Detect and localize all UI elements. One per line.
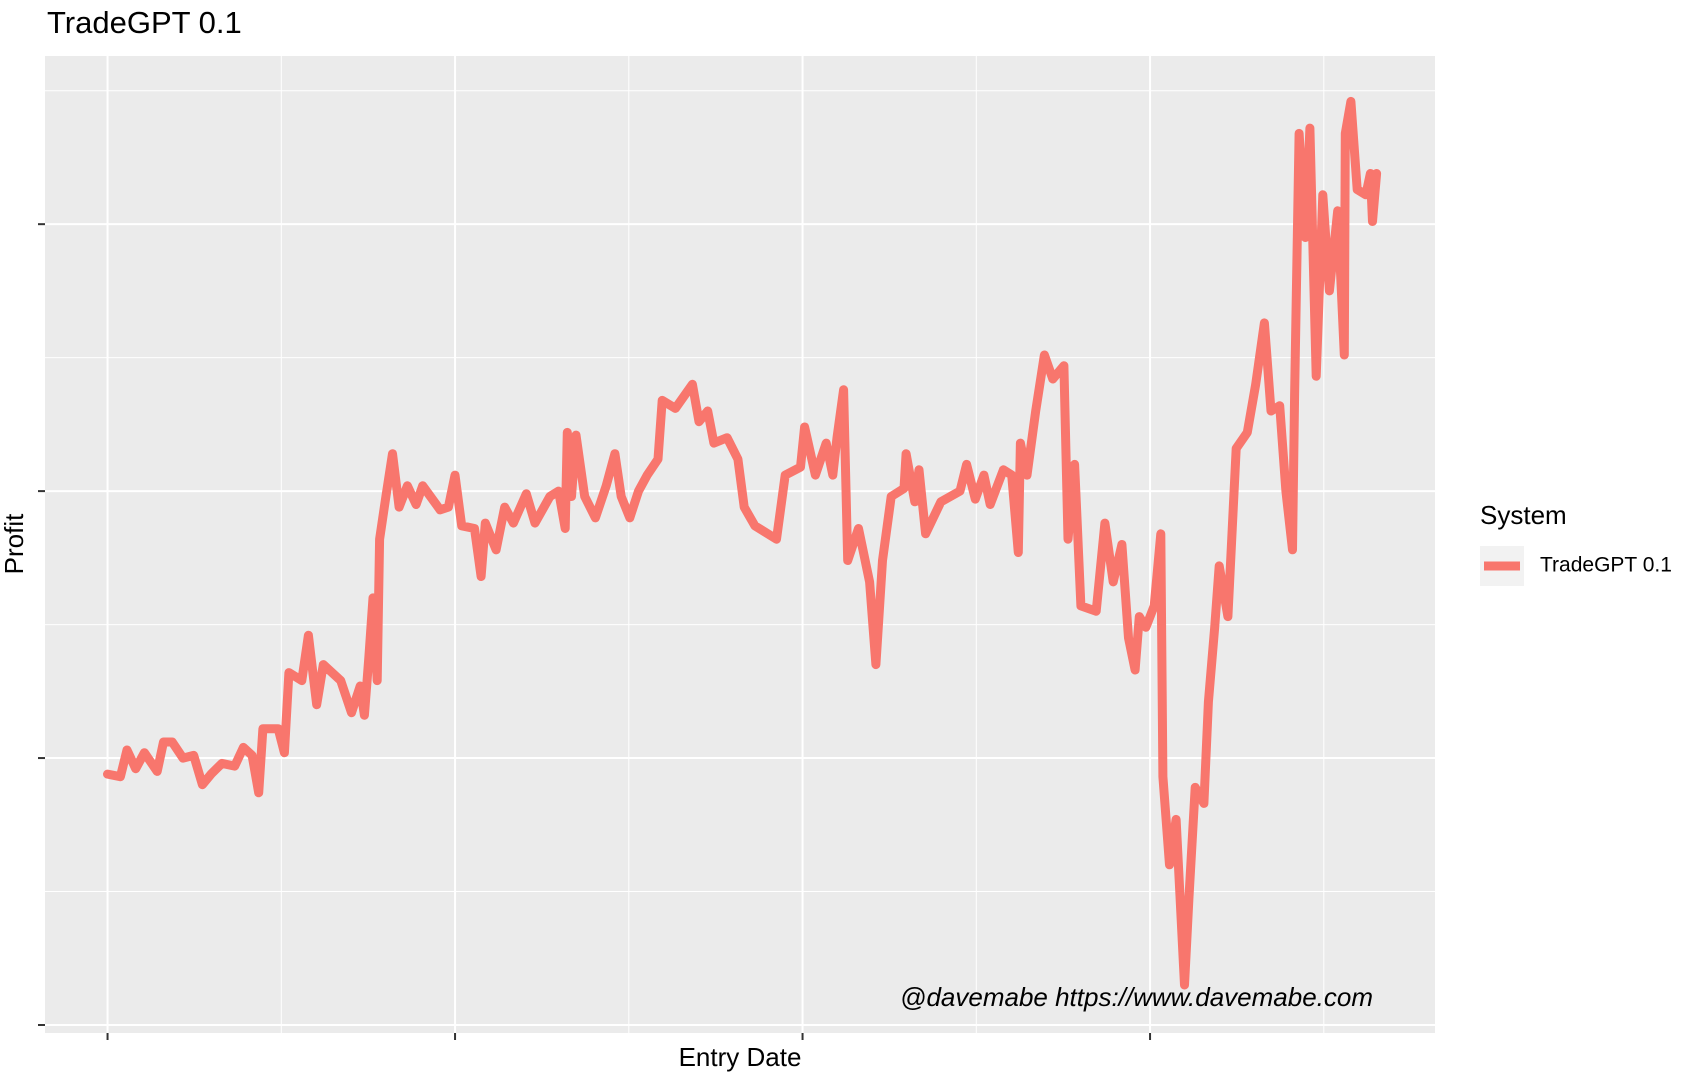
profit-line: [103, 96, 1382, 990]
chart-title: TradeGPT 0.1: [47, 5, 242, 40]
plot-panel: [45, 56, 1435, 1033]
legend-label: TradeGPT 0.1: [1540, 554, 1672, 577]
legend-title: System: [1480, 500, 1567, 530]
y-axis-title: Profit: [0, 513, 29, 574]
x-axis-title: Entry Date: [679, 1042, 802, 1072]
annotation: @davemabe https://www.davemabe.com: [900, 982, 1373, 1012]
